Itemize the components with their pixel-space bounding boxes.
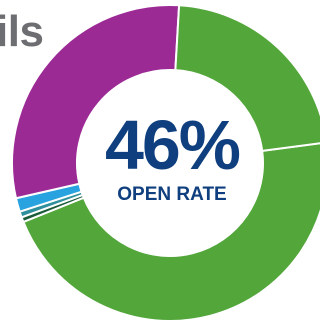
donut-hole xyxy=(77,70,263,256)
open-rate-value: 46% xyxy=(104,106,241,184)
open-rate-label: OPEN RATE xyxy=(117,184,227,205)
chart-title-fragment: ils xyxy=(0,7,44,56)
center-label: 46% OPEN RATE xyxy=(82,110,262,206)
